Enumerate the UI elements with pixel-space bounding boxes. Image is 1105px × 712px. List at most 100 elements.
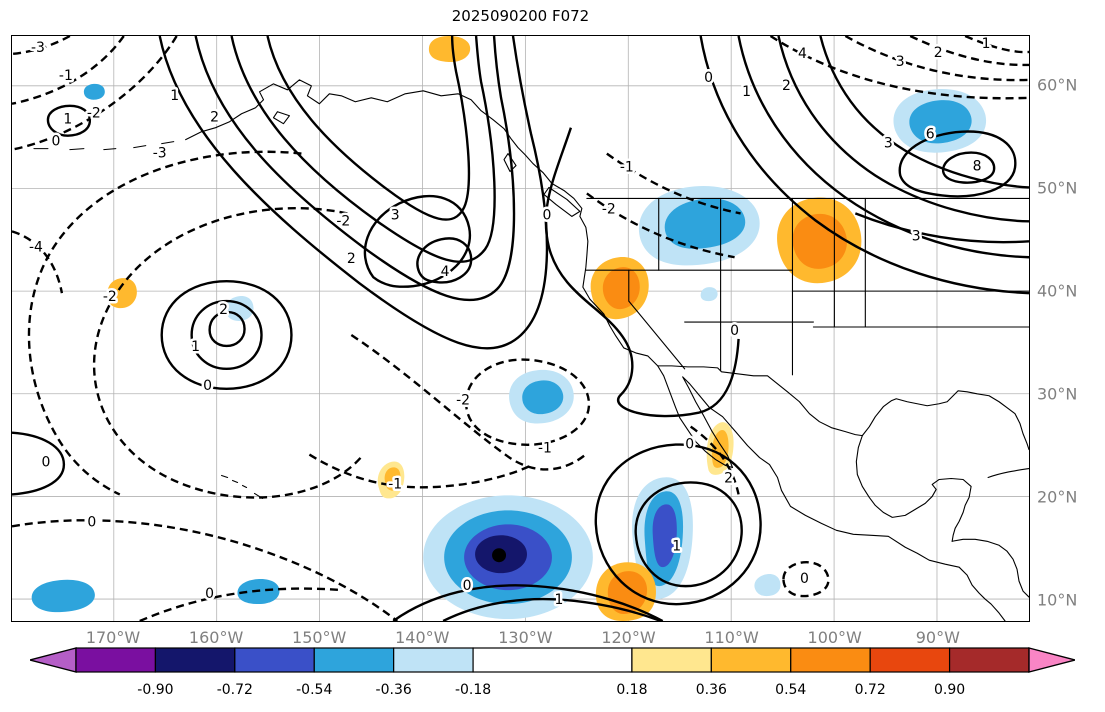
- contour-value-label: -2: [602, 201, 616, 217]
- contour-value-label: -4: [29, 239, 43, 255]
- colorbar-segment: [631, 647, 712, 673]
- map-plot-area: -3 -1 -2 1 0 -3 -4 -2 -2 1 2 2 3 4 0 1 2 0 0 -2 -1 -1 -1 -2 0 0 0 0…: [11, 35, 1030, 622]
- contour-value-label: 0: [51, 134, 60, 150]
- y-tick-label: 60°N: [1037, 75, 1078, 95]
- contour-value-label: -3: [31, 40, 45, 56]
- x-tick-label: 90°W: [915, 628, 960, 647]
- colorbar-segment: [393, 647, 474, 673]
- contour-value-label: 0: [704, 70, 713, 86]
- anomaly-fill-region: [700, 287, 718, 302]
- anomaly-fill-region: [754, 574, 781, 597]
- contour-value-label: 4: [798, 46, 807, 62]
- y-tick-label: 40°N: [1037, 281, 1078, 301]
- contour-value-label: 0: [685, 437, 694, 453]
- contour-value-label: 0: [730, 323, 739, 339]
- colorbar-segment: [790, 647, 871, 673]
- colorbar-segment: [234, 647, 315, 673]
- colorbar-tick-label: -0.72: [217, 682, 253, 698]
- contour-value-label: 2: [347, 251, 356, 267]
- colorbar-tick-label: -0.18: [455, 682, 491, 698]
- contour-value-label: 1: [742, 84, 751, 100]
- figure-title: 2025090200 F072: [451, 7, 590, 25]
- colorbar-segment: [472, 647, 633, 673]
- colorbar-arrow: [30, 647, 77, 673]
- x-tick-label: 140°W: [395, 628, 450, 647]
- contour-value-label: -2: [336, 213, 350, 229]
- colorbar-segment: [710, 647, 792, 673]
- colorbar-tick-label: 0.18: [616, 682, 647, 698]
- positive-contours: [12, 36, 1029, 621]
- contour-value-label: -3: [153, 146, 167, 162]
- contour-value-label: 2: [934, 45, 943, 61]
- x-tick-label: 150°W: [292, 628, 347, 647]
- colorbar-segment: [154, 647, 236, 673]
- contour-value-label: 2: [724, 470, 733, 486]
- x-tick-label: 100°W: [807, 628, 862, 647]
- x-tick-label: 160°W: [188, 628, 244, 647]
- contour-value-label: 0: [41, 455, 50, 471]
- contour-value-label: 2: [219, 302, 228, 318]
- contour-value-label: 0: [800, 571, 809, 587]
- contour-value-label: -1: [59, 68, 73, 84]
- colorbar-segment: [869, 647, 951, 673]
- contour-value-label: 1: [191, 339, 200, 355]
- colorbar-segment: [313, 647, 395, 673]
- minimum-marker: [492, 548, 507, 563]
- negative-contours: [12, 36, 1029, 621]
- contour-value-label: 0: [463, 578, 472, 594]
- contour-value-label: 0: [205, 586, 214, 602]
- contour-value-label: 3: [912, 228, 921, 244]
- anomaly-fill-region: [83, 83, 105, 100]
- contour-value-label: 0: [87, 514, 96, 530]
- colorbar: -0.90 -0.72 -0.54 -0.36 -0.18 0.18 0.36 0.54 0.7…: [30, 647, 1075, 698]
- colorbar-tick-label: -0.54: [296, 682, 332, 698]
- contour-value-label: 2: [782, 78, 791, 94]
- colorbar-tick-label: 0.90: [934, 682, 965, 698]
- contour-value-label: 1: [63, 112, 72, 128]
- contour-value-label: -2: [103, 289, 117, 305]
- anomaly-fill-region: [652, 504, 677, 568]
- contour-value-label: -2: [456, 393, 470, 409]
- colorbar-arrow: [1028, 647, 1075, 673]
- contour-value-label: -2: [87, 106, 101, 122]
- y-tick-label: 50°N: [1037, 178, 1078, 198]
- contour-value-label: 0: [542, 207, 551, 223]
- contour-value-label: -1: [388, 476, 402, 492]
- y-tick-label: 20°N: [1037, 487, 1078, 507]
- anomaly-fill-region: [792, 213, 847, 269]
- contour-value-label: -1: [620, 160, 634, 176]
- x-tick-label: 120°W: [601, 628, 656, 647]
- contour-value-label: 1: [554, 592, 563, 608]
- x-axis-tick-labels: 170°W 160°W 150°W 140°W 130°W 120°W 110°W 100°W…: [0, 628, 1105, 650]
- colorbar-segment: [75, 647, 157, 673]
- contour-value-label: 3: [391, 207, 400, 223]
- contour-value-label: 8: [973, 159, 982, 175]
- x-tick-label: 110°W: [704, 628, 759, 647]
- anomaly-fill-region: [522, 380, 564, 415]
- filled-anomaly-regions: [31, 36, 987, 621]
- contour-value-label: 0: [203, 378, 212, 394]
- anomaly-fill-region: [31, 579, 95, 613]
- anomaly-fill-region: [107, 278, 137, 309]
- coastlines: [33, 79, 1029, 621]
- anomaly-fill-region: [428, 36, 471, 63]
- x-tick-label: 130°W: [498, 628, 553, 647]
- contour-value-label: 3: [884, 136, 893, 152]
- contour-value-label: 1: [170, 88, 179, 104]
- y-axis-tick-labels: 60°N 50°N 40°N 30°N 20°N 10°N: [1037, 0, 1105, 622]
- colorbar-tick-label: 0.54: [775, 682, 806, 698]
- contour-value-label: 2: [210, 110, 219, 126]
- colorbar-tick-label: -0.90: [137, 682, 173, 698]
- contour-value-label: 1: [982, 36, 991, 52]
- anomaly-fill-region: [602, 267, 640, 310]
- colorbar-segment: [948, 647, 1030, 673]
- x-tick-label: 170°W: [85, 628, 141, 647]
- contour-value-label: 4: [441, 264, 450, 280]
- colorbar-tick-label: 0.36: [696, 682, 727, 698]
- colorbar-tick-label: -0.36: [376, 682, 412, 698]
- contour-value-label: 6: [926, 127, 935, 143]
- contour-value-label: 1: [672, 538, 681, 554]
- colorbar-tick-label: 0.72: [855, 682, 886, 698]
